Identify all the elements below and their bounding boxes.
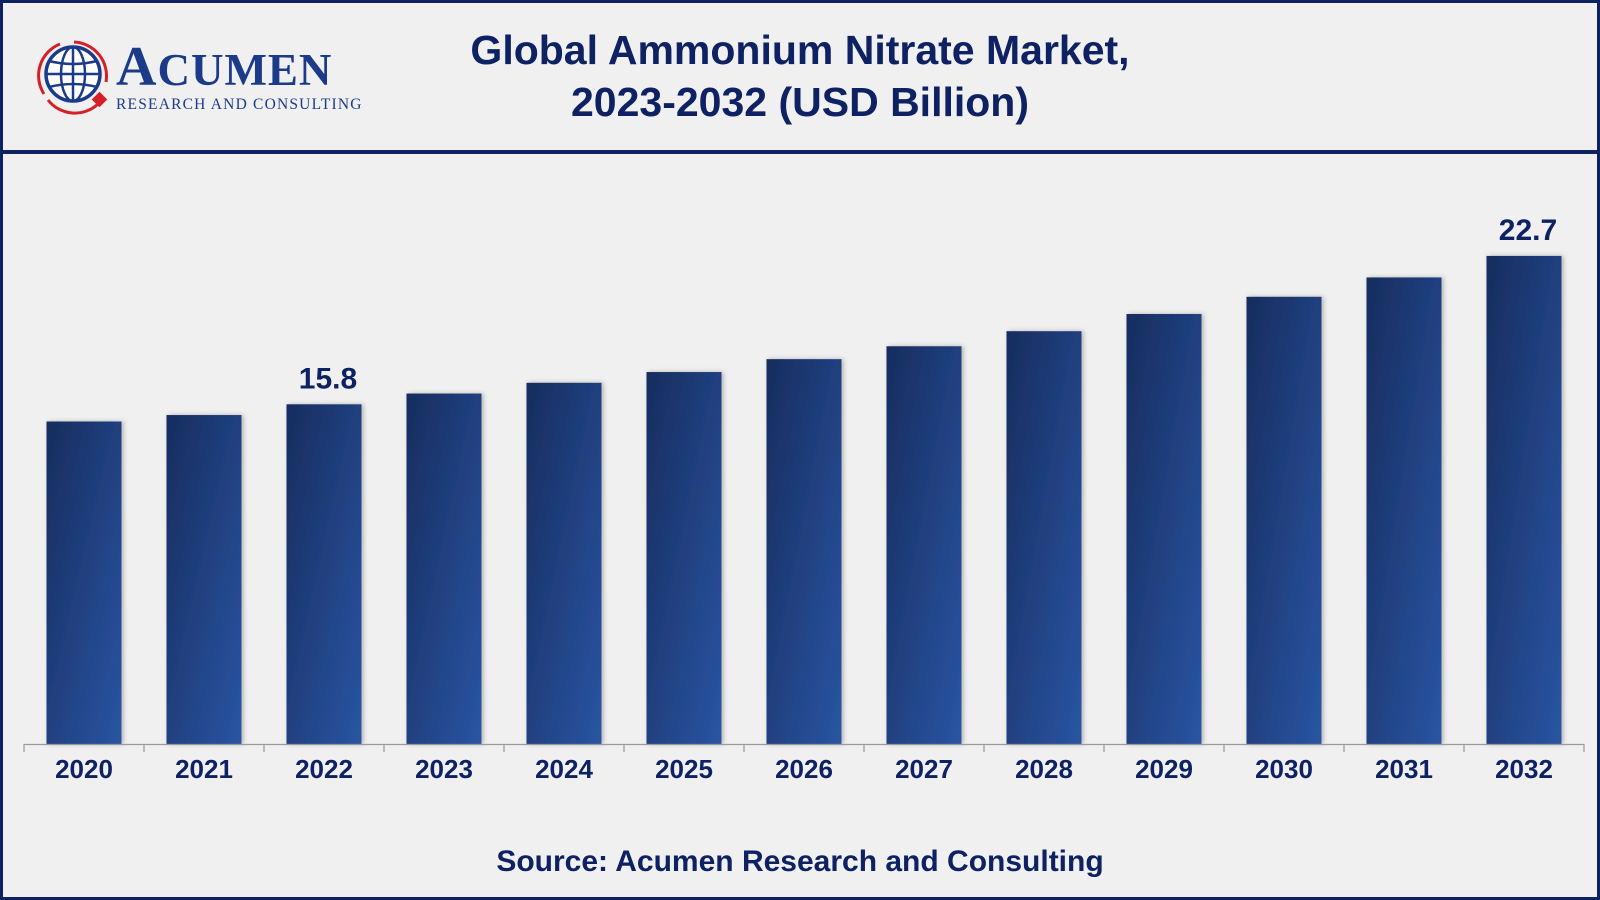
x-tick-label-2026: 2026	[775, 754, 833, 784]
x-tick-label-2025: 2025	[655, 754, 713, 784]
header-divider	[0, 150, 1600, 154]
chart-title-line2: 2023-2032 (USD Billion)	[571, 79, 1029, 125]
bar-2020	[46, 421, 122, 744]
x-axis	[23, 743, 1585, 752]
x-tick-label-2021: 2021	[175, 754, 233, 784]
bar-2027	[886, 346, 962, 744]
x-tick-label-2023: 2023	[415, 754, 473, 784]
bar-2030	[1246, 296, 1322, 744]
bar-2032	[1486, 255, 1562, 744]
x-tick-label-2027: 2027	[895, 754, 953, 784]
data-label-2022: 15.8	[299, 362, 357, 395]
chart-title: Global Ammonium Nitrate Market, 2023-203…	[380, 24, 1220, 128]
bar-2029	[1126, 314, 1202, 744]
bar-2028	[1006, 331, 1082, 744]
labels-group: 2020 2021 2022 2023 2024 2025 2026 2027 2028 2029…	[55, 214, 1557, 784]
bar-2023	[406, 393, 482, 744]
x-tick-label-2020: 2020	[55, 754, 113, 784]
bar-2031	[1366, 277, 1442, 744]
x-tick-label-2024: 2024	[535, 754, 593, 784]
x-tick-label-2031: 2031	[1375, 754, 1433, 784]
chart-title-line1: Global Ammonium Nitrate Market,	[470, 27, 1130, 73]
globe-icon	[37, 40, 109, 115]
bar-2024	[526, 382, 602, 744]
x-tick-label-2032: 2032	[1495, 754, 1553, 784]
x-tick-label-2028: 2028	[1015, 754, 1073, 784]
source-note: Source: Acumen Research and Consulting	[496, 845, 1104, 878]
bar-2026	[766, 359, 842, 744]
x-tick-label-2029: 2029	[1135, 754, 1193, 784]
logo-subtitle: RESEARCH AND CONSULTING	[116, 96, 363, 113]
x-tick-label-2022: 2022	[295, 754, 353, 784]
logo-wordmark: ACUMEN	[116, 36, 333, 98]
company-logo: ACUMEN RESEARCH AND CONSULTING	[34, 36, 374, 116]
bar-2022	[286, 404, 362, 744]
data-label-2032: 22.7	[1499, 214, 1557, 247]
bar-2025	[646, 372, 722, 744]
bar-2021	[166, 415, 242, 744]
x-tick-label-2030: 2030	[1255, 754, 1313, 784]
bars-group	[46, 255, 1562, 744]
